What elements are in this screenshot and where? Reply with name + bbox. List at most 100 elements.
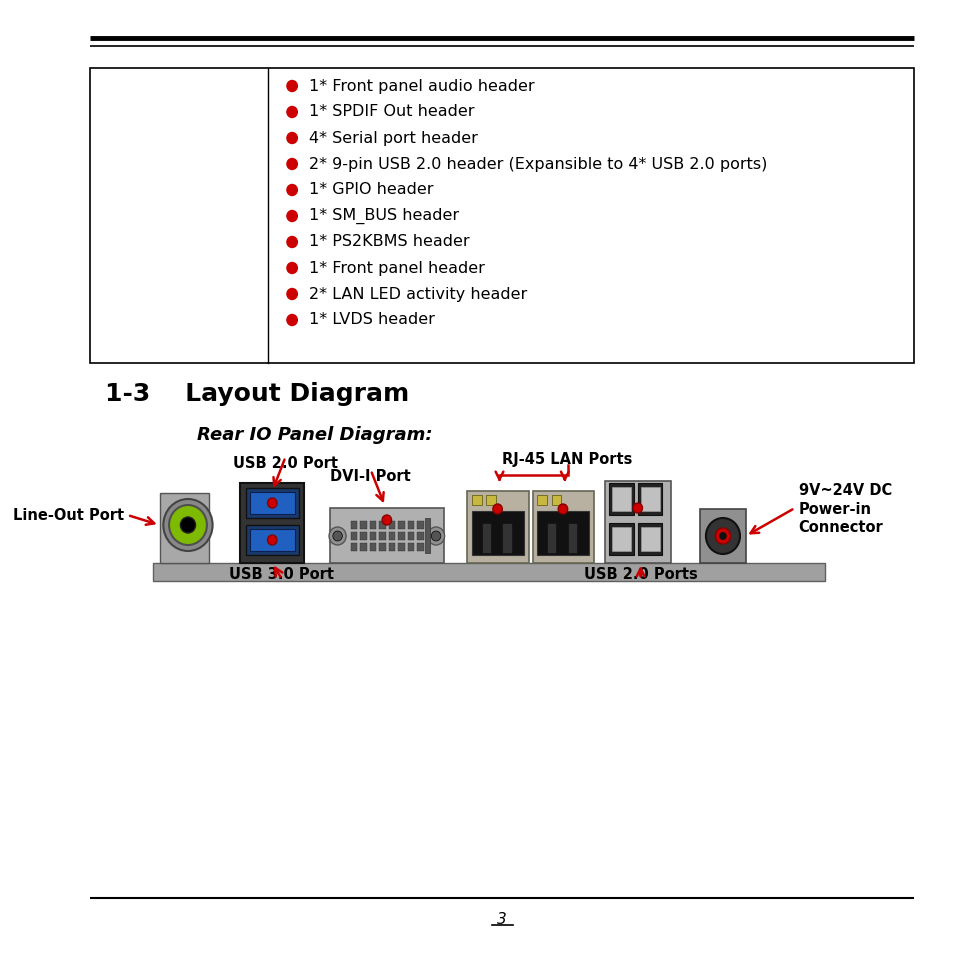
Text: USB 3.0 Port: USB 3.0 Port (229, 566, 334, 581)
Circle shape (287, 212, 297, 222)
Circle shape (169, 505, 207, 545)
Bar (388, 521, 395, 530)
Bar (250, 493, 294, 515)
Bar (604, 481, 670, 563)
Bar (370, 543, 376, 552)
Text: 1* SPDIF Out header: 1* SPDIF Out header (309, 105, 475, 119)
Bar (537, 512, 589, 556)
Bar (91, 69, 913, 364)
Bar (351, 543, 357, 552)
Bar (250, 530, 294, 552)
Bar (407, 543, 414, 552)
Bar (397, 533, 404, 540)
Circle shape (382, 516, 391, 525)
Text: Line-Out Port: Line-Out Port (13, 508, 125, 523)
Bar (416, 533, 423, 540)
Bar (467, 492, 528, 563)
Bar (481, 523, 491, 554)
Bar (637, 523, 661, 556)
Circle shape (267, 536, 276, 545)
Bar (388, 543, 395, 552)
Bar (351, 533, 357, 540)
Text: USB 2.0 Ports: USB 2.0 Ports (583, 566, 697, 581)
Circle shape (329, 527, 346, 545)
Bar (397, 521, 404, 530)
Text: 3: 3 (497, 911, 507, 926)
Circle shape (287, 263, 297, 274)
Circle shape (287, 185, 297, 196)
Bar (159, 494, 209, 563)
Circle shape (287, 81, 297, 92)
Bar (416, 521, 423, 530)
Circle shape (333, 532, 342, 541)
Bar (472, 512, 523, 556)
Bar (360, 533, 367, 540)
Text: DVI-I Port: DVI-I Port (330, 469, 411, 483)
Bar (330, 509, 443, 563)
Circle shape (163, 499, 213, 552)
Circle shape (287, 133, 297, 144)
Bar (360, 521, 367, 530)
Bar (397, 543, 404, 552)
Bar (246, 489, 298, 518)
Bar (639, 527, 659, 552)
Bar (546, 523, 556, 554)
Bar (370, 533, 376, 540)
Text: 1* SM_BUS header: 1* SM_BUS header (309, 208, 458, 224)
Bar (609, 523, 634, 556)
Circle shape (287, 237, 297, 248)
Circle shape (287, 315, 297, 326)
Circle shape (493, 504, 502, 515)
Bar (567, 523, 577, 554)
Circle shape (715, 529, 730, 544)
Bar (609, 483, 634, 516)
Bar (532, 492, 594, 563)
Bar (612, 527, 631, 552)
Bar (370, 521, 376, 530)
Text: 9V~24V DC
Power-in
Connector: 9V~24V DC Power-in Connector (798, 482, 891, 535)
Text: 1* LVDS header: 1* LVDS header (309, 313, 435, 327)
Text: 1-3    Layout Diagram: 1-3 Layout Diagram (105, 381, 409, 406)
Text: RJ-45 LAN Ports: RJ-45 LAN Ports (502, 452, 632, 467)
Bar (486, 496, 496, 505)
Text: 1* PS2KBMS header: 1* PS2KBMS header (309, 234, 469, 250)
Bar (502, 523, 511, 554)
Circle shape (705, 518, 740, 555)
Circle shape (633, 503, 641, 514)
Text: 2* 9-pin USB 2.0 header (Expansible to 4* USB 2.0 ports): 2* 9-pin USB 2.0 header (Expansible to 4… (309, 156, 767, 172)
Bar (612, 488, 631, 512)
Bar (639, 488, 659, 512)
Circle shape (427, 527, 444, 545)
Bar (240, 483, 304, 563)
Bar (472, 496, 481, 505)
Circle shape (719, 533, 726, 540)
Circle shape (431, 532, 440, 541)
Text: 1* GPIO header: 1* GPIO header (309, 182, 434, 197)
Circle shape (558, 504, 567, 515)
Text: Rear IO Panel Diagram:: Rear IO Panel Diagram: (197, 426, 433, 443)
Bar (152, 563, 824, 581)
Text: 2* LAN LED activity header: 2* LAN LED activity header (309, 286, 527, 301)
Text: 4* Serial port header: 4* Serial port header (309, 131, 477, 146)
Text: 1* Front panel header: 1* Front panel header (309, 260, 484, 275)
Bar (379, 533, 385, 540)
Bar (424, 518, 430, 554)
Bar (551, 496, 560, 505)
Bar (351, 521, 357, 530)
Bar (246, 525, 298, 556)
Bar (379, 521, 385, 530)
Bar (537, 496, 546, 505)
Circle shape (267, 498, 276, 509)
Circle shape (180, 517, 195, 534)
Text: USB 2.0 Port: USB 2.0 Port (233, 456, 337, 471)
Bar (407, 533, 414, 540)
Circle shape (287, 159, 297, 171)
Bar (637, 483, 661, 516)
Bar (379, 543, 385, 552)
Text: 1* Front panel audio header: 1* Front panel audio header (309, 78, 535, 93)
Bar (700, 510, 745, 563)
Circle shape (287, 289, 297, 300)
Bar (360, 543, 367, 552)
Circle shape (287, 108, 297, 118)
Bar (416, 543, 423, 552)
